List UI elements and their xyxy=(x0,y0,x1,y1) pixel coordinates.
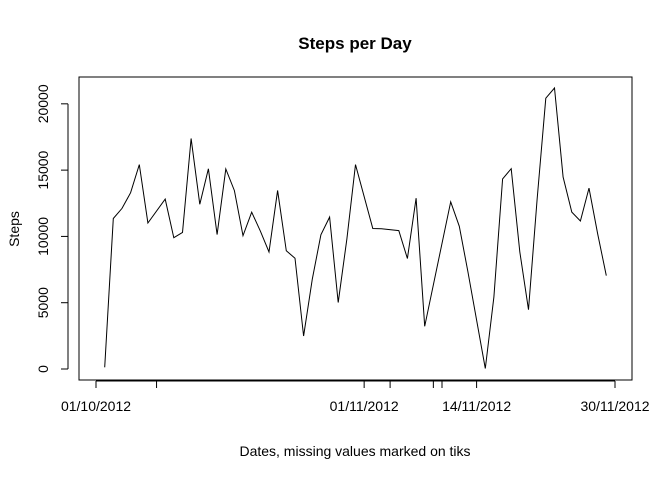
x-tick-label: 01/11/2012 xyxy=(330,398,399,414)
y-tick-label: 5000 xyxy=(35,287,51,318)
y-axis-label: Steps xyxy=(6,211,22,247)
plot-frame xyxy=(78,76,633,381)
y-axis: 0 5000 10000 15000 20000 xyxy=(35,84,69,373)
x-tick-label: 01/10/2012 xyxy=(61,398,131,414)
x-tick-label: 30/11/2012 xyxy=(580,398,649,414)
x-tick-label: 14/11/2012 xyxy=(442,398,511,414)
y-tick-label: 0 xyxy=(35,365,51,373)
y-tick-label: 10000 xyxy=(35,217,51,256)
chart-title: Steps per Day xyxy=(298,34,412,53)
steps-series-line xyxy=(104,86,607,369)
y-tick-label: 20000 xyxy=(35,84,51,123)
y-tick-label: 15000 xyxy=(35,150,51,189)
x-axis-label: Dates, missing values marked on tiks xyxy=(239,443,470,459)
x-axis: 01/10/2012 01/11/2012 14/11/2012 30/11/2012 xyxy=(61,380,650,414)
